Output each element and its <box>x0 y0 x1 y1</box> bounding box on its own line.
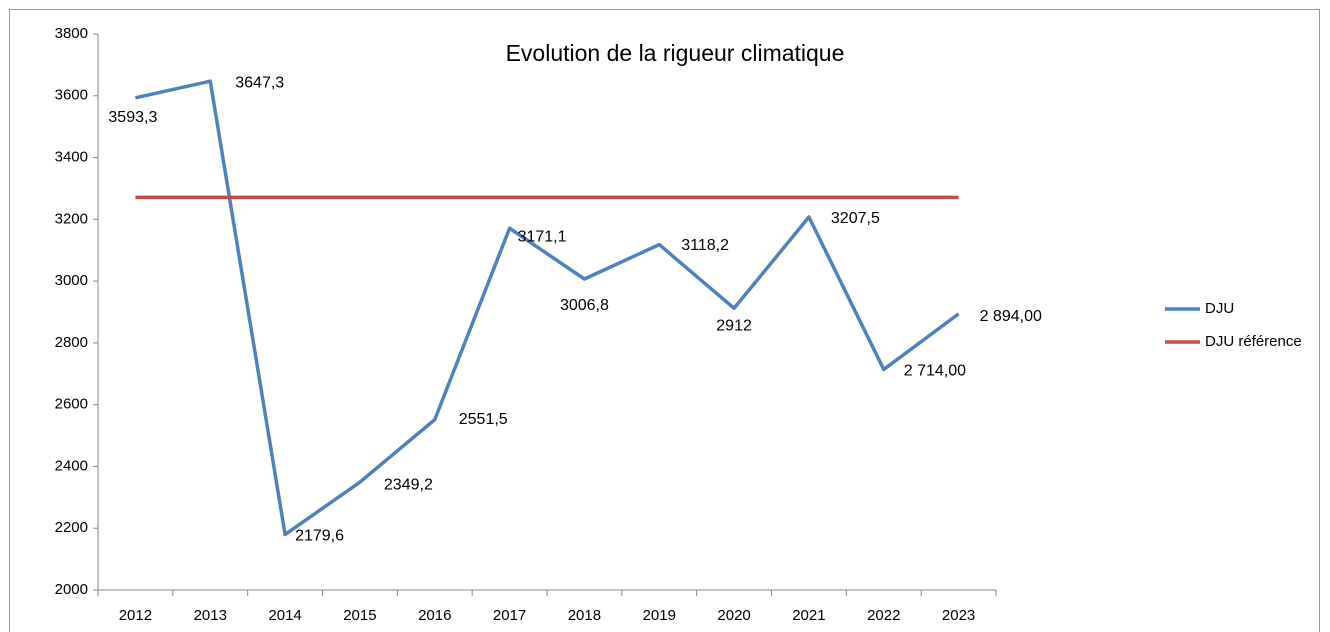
data-label: 2551,5 <box>459 411 508 428</box>
x-tick-label: 2014 <box>268 607 301 624</box>
data-label: 3207,5 <box>831 210 880 227</box>
data-label: 3647,3 <box>235 74 284 91</box>
data-label: 3171,1 <box>518 228 567 245</box>
data-label: 3593,3 <box>108 109 157 126</box>
y-tick-label: 3200 <box>55 210 88 227</box>
x-tick-label: 2021 <box>792 607 825 624</box>
legend-label: DJU référence <box>1205 333 1302 350</box>
data-label: 2 714,00 <box>904 363 966 380</box>
chart-frame <box>9 9 1320 632</box>
x-tick-label: 2017 <box>493 607 526 624</box>
data-label: 3006,8 <box>560 297 609 314</box>
data-label: 3118,2 <box>681 237 729 254</box>
y-tick-label: 2400 <box>55 457 88 474</box>
y-tick-label: 3000 <box>55 272 88 289</box>
y-tick-label: 2800 <box>55 334 88 351</box>
series-line <box>135 79 960 537</box>
chart-title: Evolution de la rigueur climatique <box>506 40 845 66</box>
x-tick-label: 2019 <box>643 607 676 624</box>
x-tick-label: 2015 <box>343 607 376 624</box>
data-label: 2349,2 <box>384 476 433 493</box>
y-tick-label: 3400 <box>55 149 88 166</box>
x-tick-label: 2018 <box>568 607 601 624</box>
y-tick-label: 2200 <box>55 519 88 536</box>
data-label: 2 894,00 <box>980 308 1042 325</box>
y-tick-label: 2600 <box>55 396 88 413</box>
y-tick-label: 3800 <box>55 25 88 42</box>
y-tick-label: 2000 <box>55 581 88 598</box>
x-tick-label: 2023 <box>942 607 975 624</box>
y-tick-label: 3600 <box>55 87 88 104</box>
x-tick-label: 2016 <box>418 607 451 624</box>
x-tick-label: 2012 <box>119 607 152 624</box>
x-tick-label: 2022 <box>867 607 900 624</box>
x-tick-label: 2013 <box>194 607 227 624</box>
x-tick-label: 2020 <box>717 607 750 624</box>
legend-label: DJU <box>1205 300 1234 317</box>
data-label: 2179,6 <box>295 528 344 545</box>
data-label: 2912 <box>716 318 752 335</box>
